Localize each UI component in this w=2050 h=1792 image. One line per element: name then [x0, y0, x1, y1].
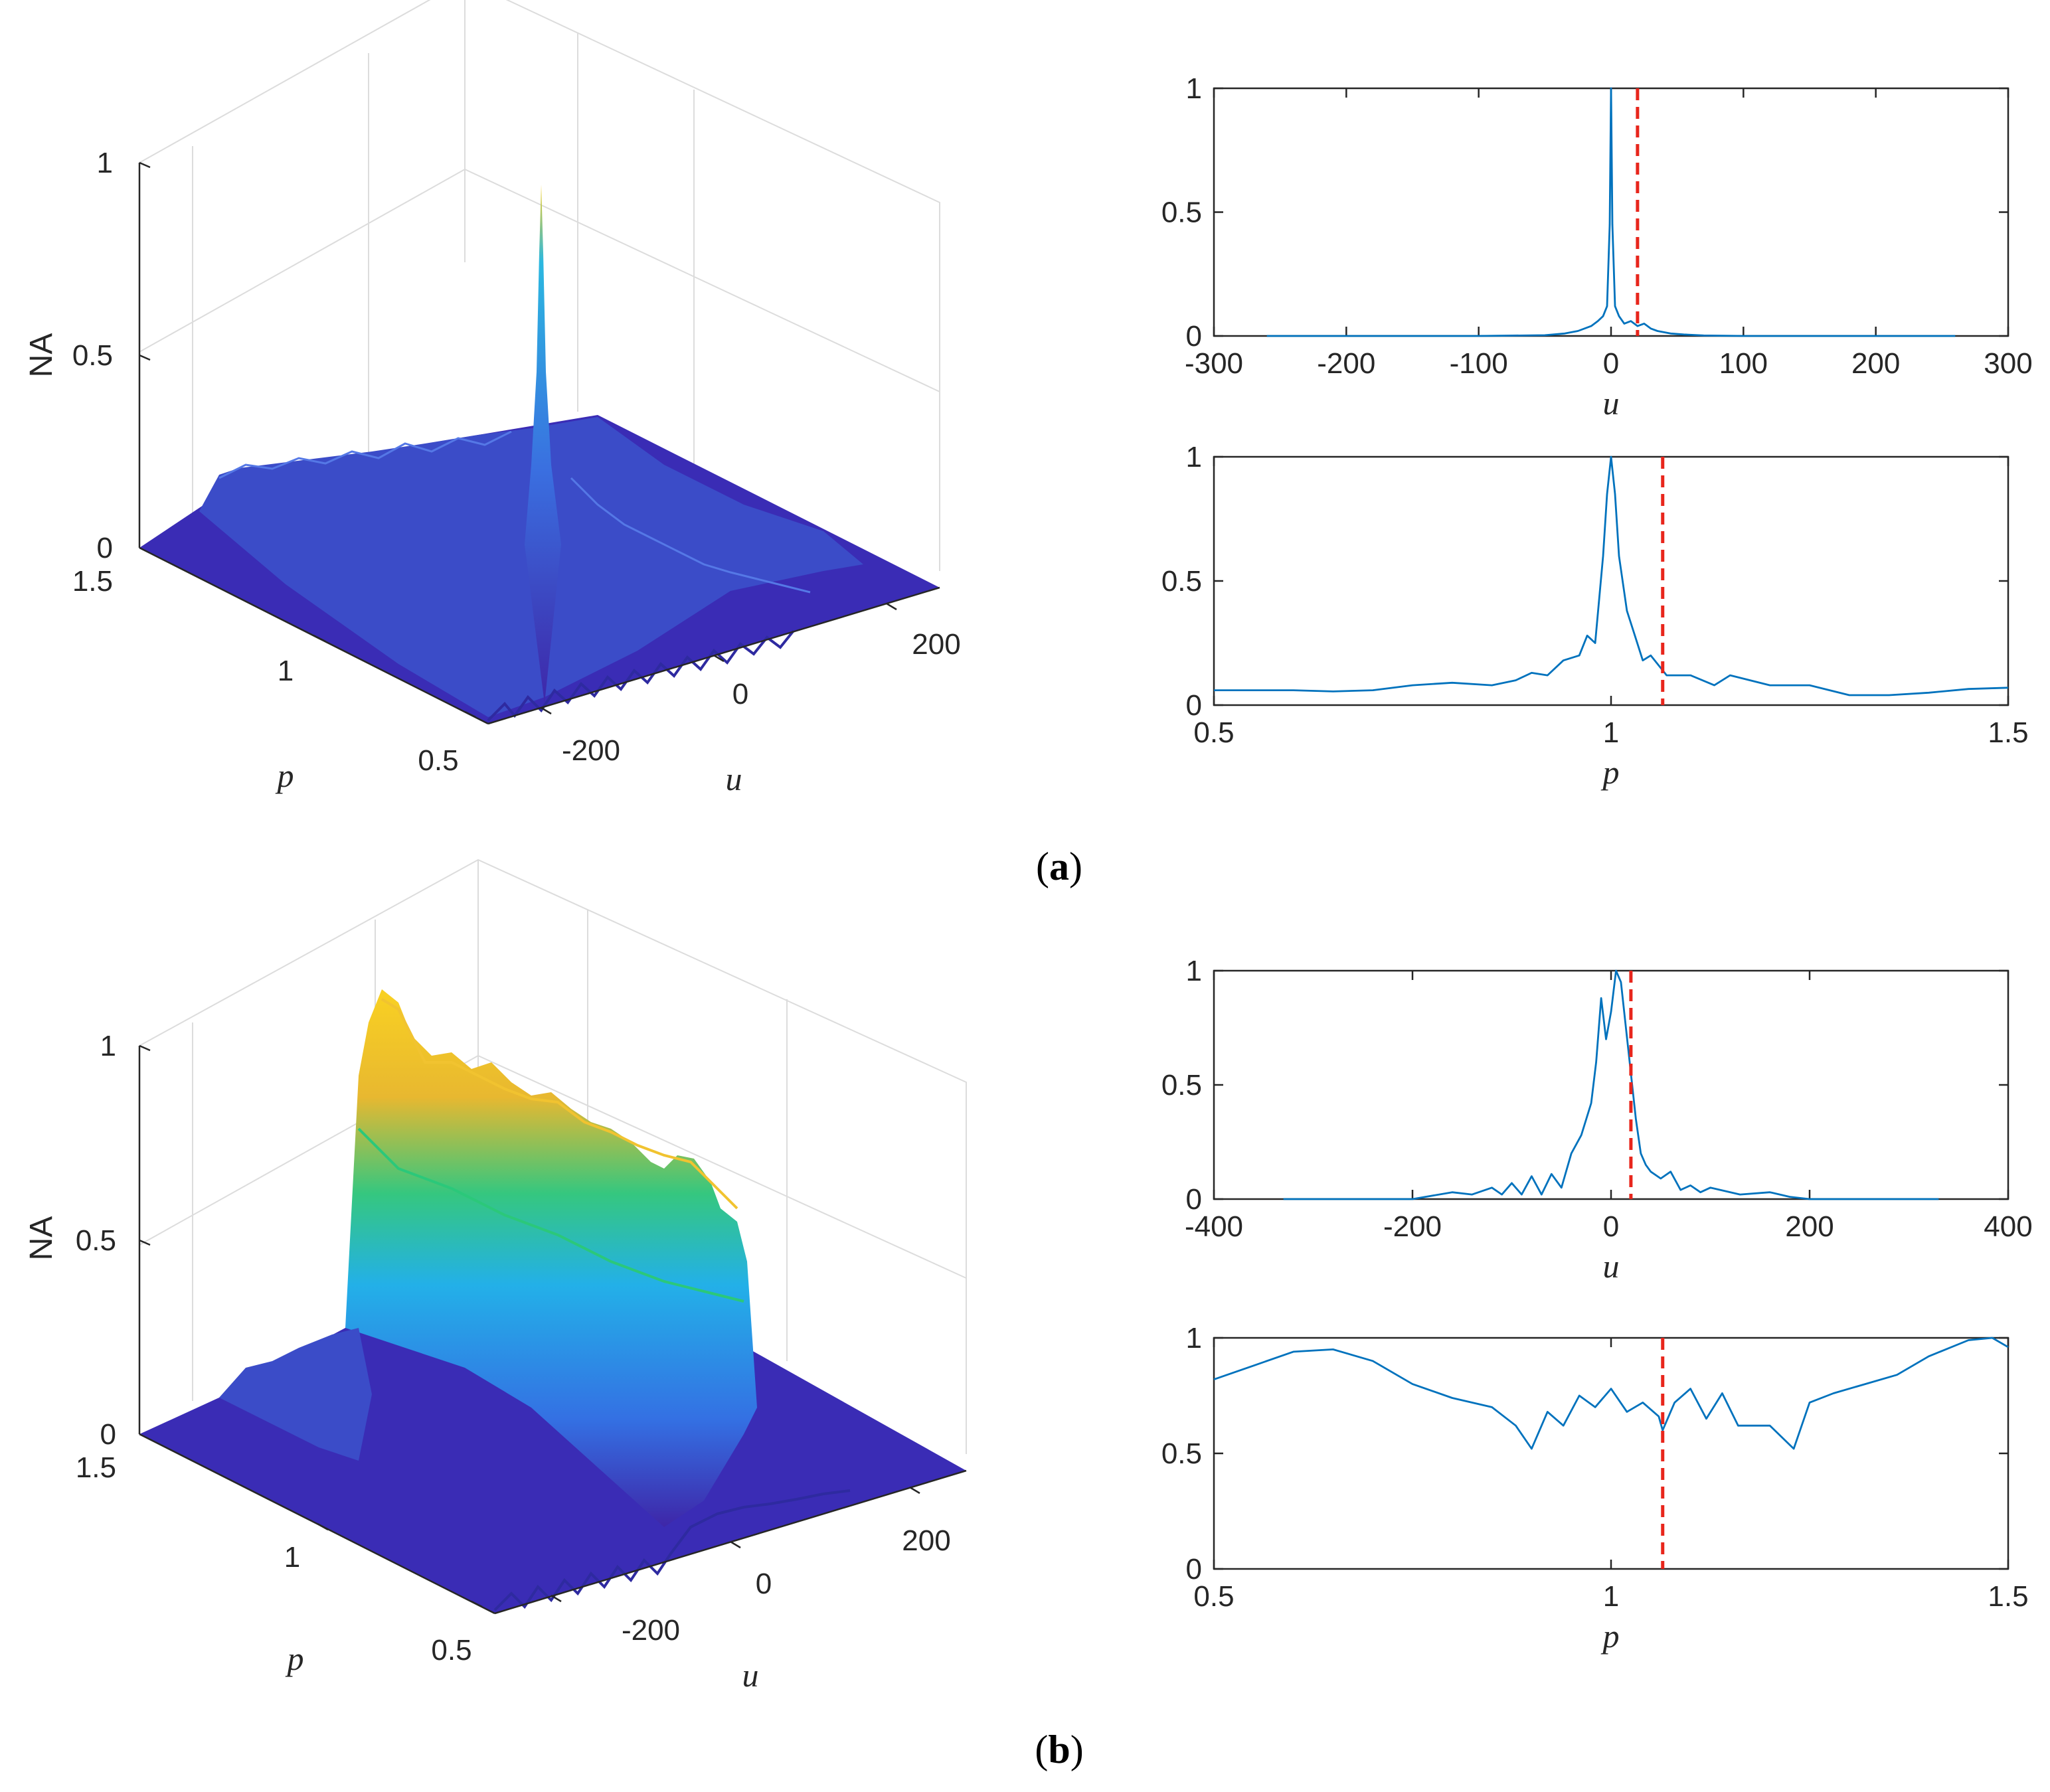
plot-a-p-frame [1213, 455, 2009, 706]
plot-a-u-xtick-label: -100 [1450, 347, 1508, 380]
panel-b-surface-crest [381, 998, 738, 1210]
plot-a-u-xtick-label: 300 [1984, 347, 2032, 380]
panel-b-u-tick-neg200: -200 [622, 1614, 680, 1647]
panel-a-surface-ridges [218, 430, 512, 479]
panel-b-surface-ridge [345, 989, 757, 1527]
plot-a-p-ytick-label: 1 [1186, 441, 1202, 473]
panel-b-u-tick-0: 0 [756, 1568, 772, 1600]
panel-b-surface [139, 989, 966, 1613]
plot-a-u-xtick-label: 200 [1851, 347, 1900, 380]
plot-b-p-xtick-label: 1 [1603, 1580, 1619, 1613]
plot-a-p-xlabel: p [1601, 754, 1620, 791]
plot-a-p-series-line [1214, 455, 2009, 696]
panel-b-z-tick-1: 1 [100, 1030, 116, 1062]
plot-a-p-ytick-label: 0 [1186, 689, 1202, 722]
panel-a-3d-box [139, 0, 940, 571]
plot-b-u-xtick-label: -400 [1185, 1210, 1243, 1243]
panel-a-u-label: u [726, 760, 742, 797]
plot-b-u-xtick-label: 400 [1984, 1210, 2032, 1243]
plot-b-u-ytick-label: 0.5 [1161, 1069, 1202, 1101]
plot-b-u-xtick-label: 200 [1785, 1210, 1834, 1243]
caption-a: (a) [1036, 845, 1082, 888]
panel-b-p-tick-1.5: 1.5 [76, 1451, 116, 1484]
plot-b-p-ytick-label: 0.5 [1161, 1437, 1202, 1470]
plot-b-u-ytick-label: 1 [1186, 955, 1202, 987]
plot-b-p-xtick-label: 1.5 [1988, 1580, 2028, 1613]
plot-b-u-ytick-label: 0 [1186, 1183, 1202, 1216]
panel-a-z-tick-0.5: 0.5 [72, 339, 113, 372]
plot-a-u-xlabel: u [1603, 384, 1620, 422]
panel-b-p-tick-0.5: 0.5 [431, 1634, 471, 1667]
panel-a-p-tick-1: 1 [278, 655, 294, 687]
panel-b-u-label: u [742, 1657, 759, 1694]
plot-b-p-frame [1213, 1337, 2009, 1570]
caption-b-open: ( [1035, 1728, 1048, 1771]
panel-b-3d-surface: 1 0.5 0 1.5 1 0.5 -200 0 200 NA p u [24, 858, 967, 1694]
plot-b-p-xtick-label: 0.5 [1193, 1580, 1234, 1613]
panel-a-u-tick-200: 200 [912, 628, 960, 661]
plot-a-u-xtick-label: 100 [1719, 347, 1768, 380]
panel-a-surface-peak [525, 185, 561, 704]
panel-b-z-axis [138, 1044, 151, 1440]
panel-a-z-label: NA [24, 333, 59, 378]
plot-a-u-xtick-label: -200 [1317, 347, 1375, 380]
plot-b-p-xlabel: p [1601, 1617, 1620, 1655]
plot-b-u-xtick-label: -200 [1383, 1210, 1442, 1243]
caption-b-letter: b [1048, 1728, 1070, 1771]
panel-a-p-slice-plot: 0.5 1 1.500.51p [1161, 441, 2029, 791]
panel-b-surface-sawtooth [493, 1489, 851, 1611]
panel-a-z-tick-1: 1 [97, 147, 113, 179]
plot-a-u-xtick-label: -300 [1185, 347, 1243, 380]
panel-b-u-slice-plot: -400 -200 0 200 400 0 0.5 1 u [1161, 955, 2033, 1285]
panel-a-u-tick-0: 0 [732, 678, 748, 710]
panel-b-p-label: p [286, 1640, 304, 1677]
panel-b-p-tick-1: 1 [284, 1541, 300, 1574]
panel-a-z-axis [138, 161, 151, 554]
panel-b-u-tick-200: 200 [902, 1524, 950, 1557]
caption-b-close: ) [1070, 1728, 1084, 1771]
panel-a-surface-ridges-right [570, 477, 811, 594]
caption-a-close: ) [1069, 845, 1082, 888]
panel-b-z-tick-0: 0 [100, 1418, 116, 1451]
plot-b-p-ytick-label: 0 [1186, 1553, 1202, 1586]
plot-b-p-series-line [1213, 1337, 2009, 1450]
panel-a-3d-surface: 1 0.5 0 1.5 1 0.5 -200 0 200 NA p u [24, 0, 961, 797]
panel-b-p-slice-plot: 0.5 1 1.500.51p [1161, 1322, 2029, 1655]
panel-a-p-tick-1.5: 1.5 [72, 565, 113, 598]
panel-a-floor-ticks [313, 602, 897, 718]
panel-b-z-label: NA [24, 1216, 59, 1261]
caption-b: (b) [1035, 1728, 1083, 1771]
plot-a-u-ytick-label: 1 [1186, 72, 1202, 105]
panel-a-p-label: p [276, 757, 294, 794]
plot-a-u-ytick-label: 0 [1186, 320, 1202, 353]
panel-b-surface-contour [357, 1127, 744, 1303]
panel-a-u-slice-plot: -300 -200 -100 0 100 200 300 0 0.5 1 u [1161, 72, 2033, 422]
plot-a-p-ytick-label: 0.5 [1161, 565, 1202, 598]
panel-a-surface [139, 185, 940, 724]
plot-b-u-series-line [1283, 969, 1939, 1200]
plot-b-u-xtick-label: 0 [1603, 1210, 1619, 1243]
caption-a-letter: a [1049, 845, 1069, 888]
panel-a-u-tick-neg200: -200 [562, 734, 620, 767]
plot-a-p-xtick-label: 1 [1603, 716, 1619, 749]
plot-a-p-xtick-label: 1.5 [1988, 716, 2028, 749]
caption-a-open: ( [1036, 845, 1049, 888]
plot-a-u-xtick-label: 0 [1603, 347, 1619, 380]
plot-b-p-ytick-label: 1 [1186, 1322, 1202, 1354]
panel-b-z-tick-0.5: 0.5 [76, 1224, 116, 1257]
plot-b-u-xlabel: u [1603, 1248, 1620, 1285]
plot-a-p-xtick-label: 0.5 [1193, 716, 1234, 749]
plot-a-u-ytick-label: 0.5 [1161, 197, 1202, 229]
panel-a-p-tick-0.5: 0.5 [418, 744, 458, 777]
panel-a-z-tick-0: 0 [97, 532, 113, 564]
panel-b-surface-lowridge [219, 1328, 372, 1461]
panel-b-floor-ticks [317, 1486, 920, 1608]
plot-a-u-series-line [1266, 87, 1956, 337]
